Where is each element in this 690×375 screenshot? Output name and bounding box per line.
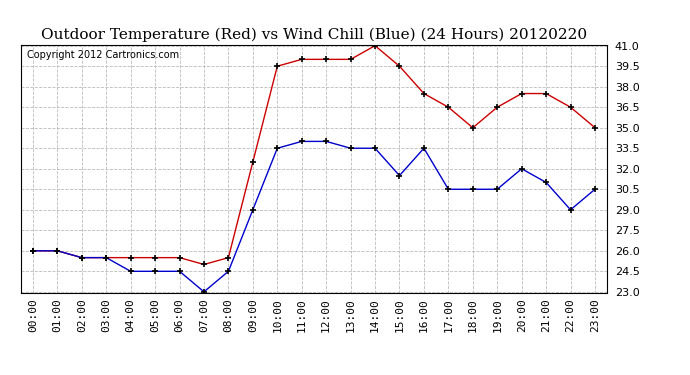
Text: Copyright 2012 Cartronics.com: Copyright 2012 Cartronics.com: [26, 50, 179, 60]
Title: Outdoor Temperature (Red) vs Wind Chill (Blue) (24 Hours) 20120220: Outdoor Temperature (Red) vs Wind Chill …: [41, 28, 587, 42]
